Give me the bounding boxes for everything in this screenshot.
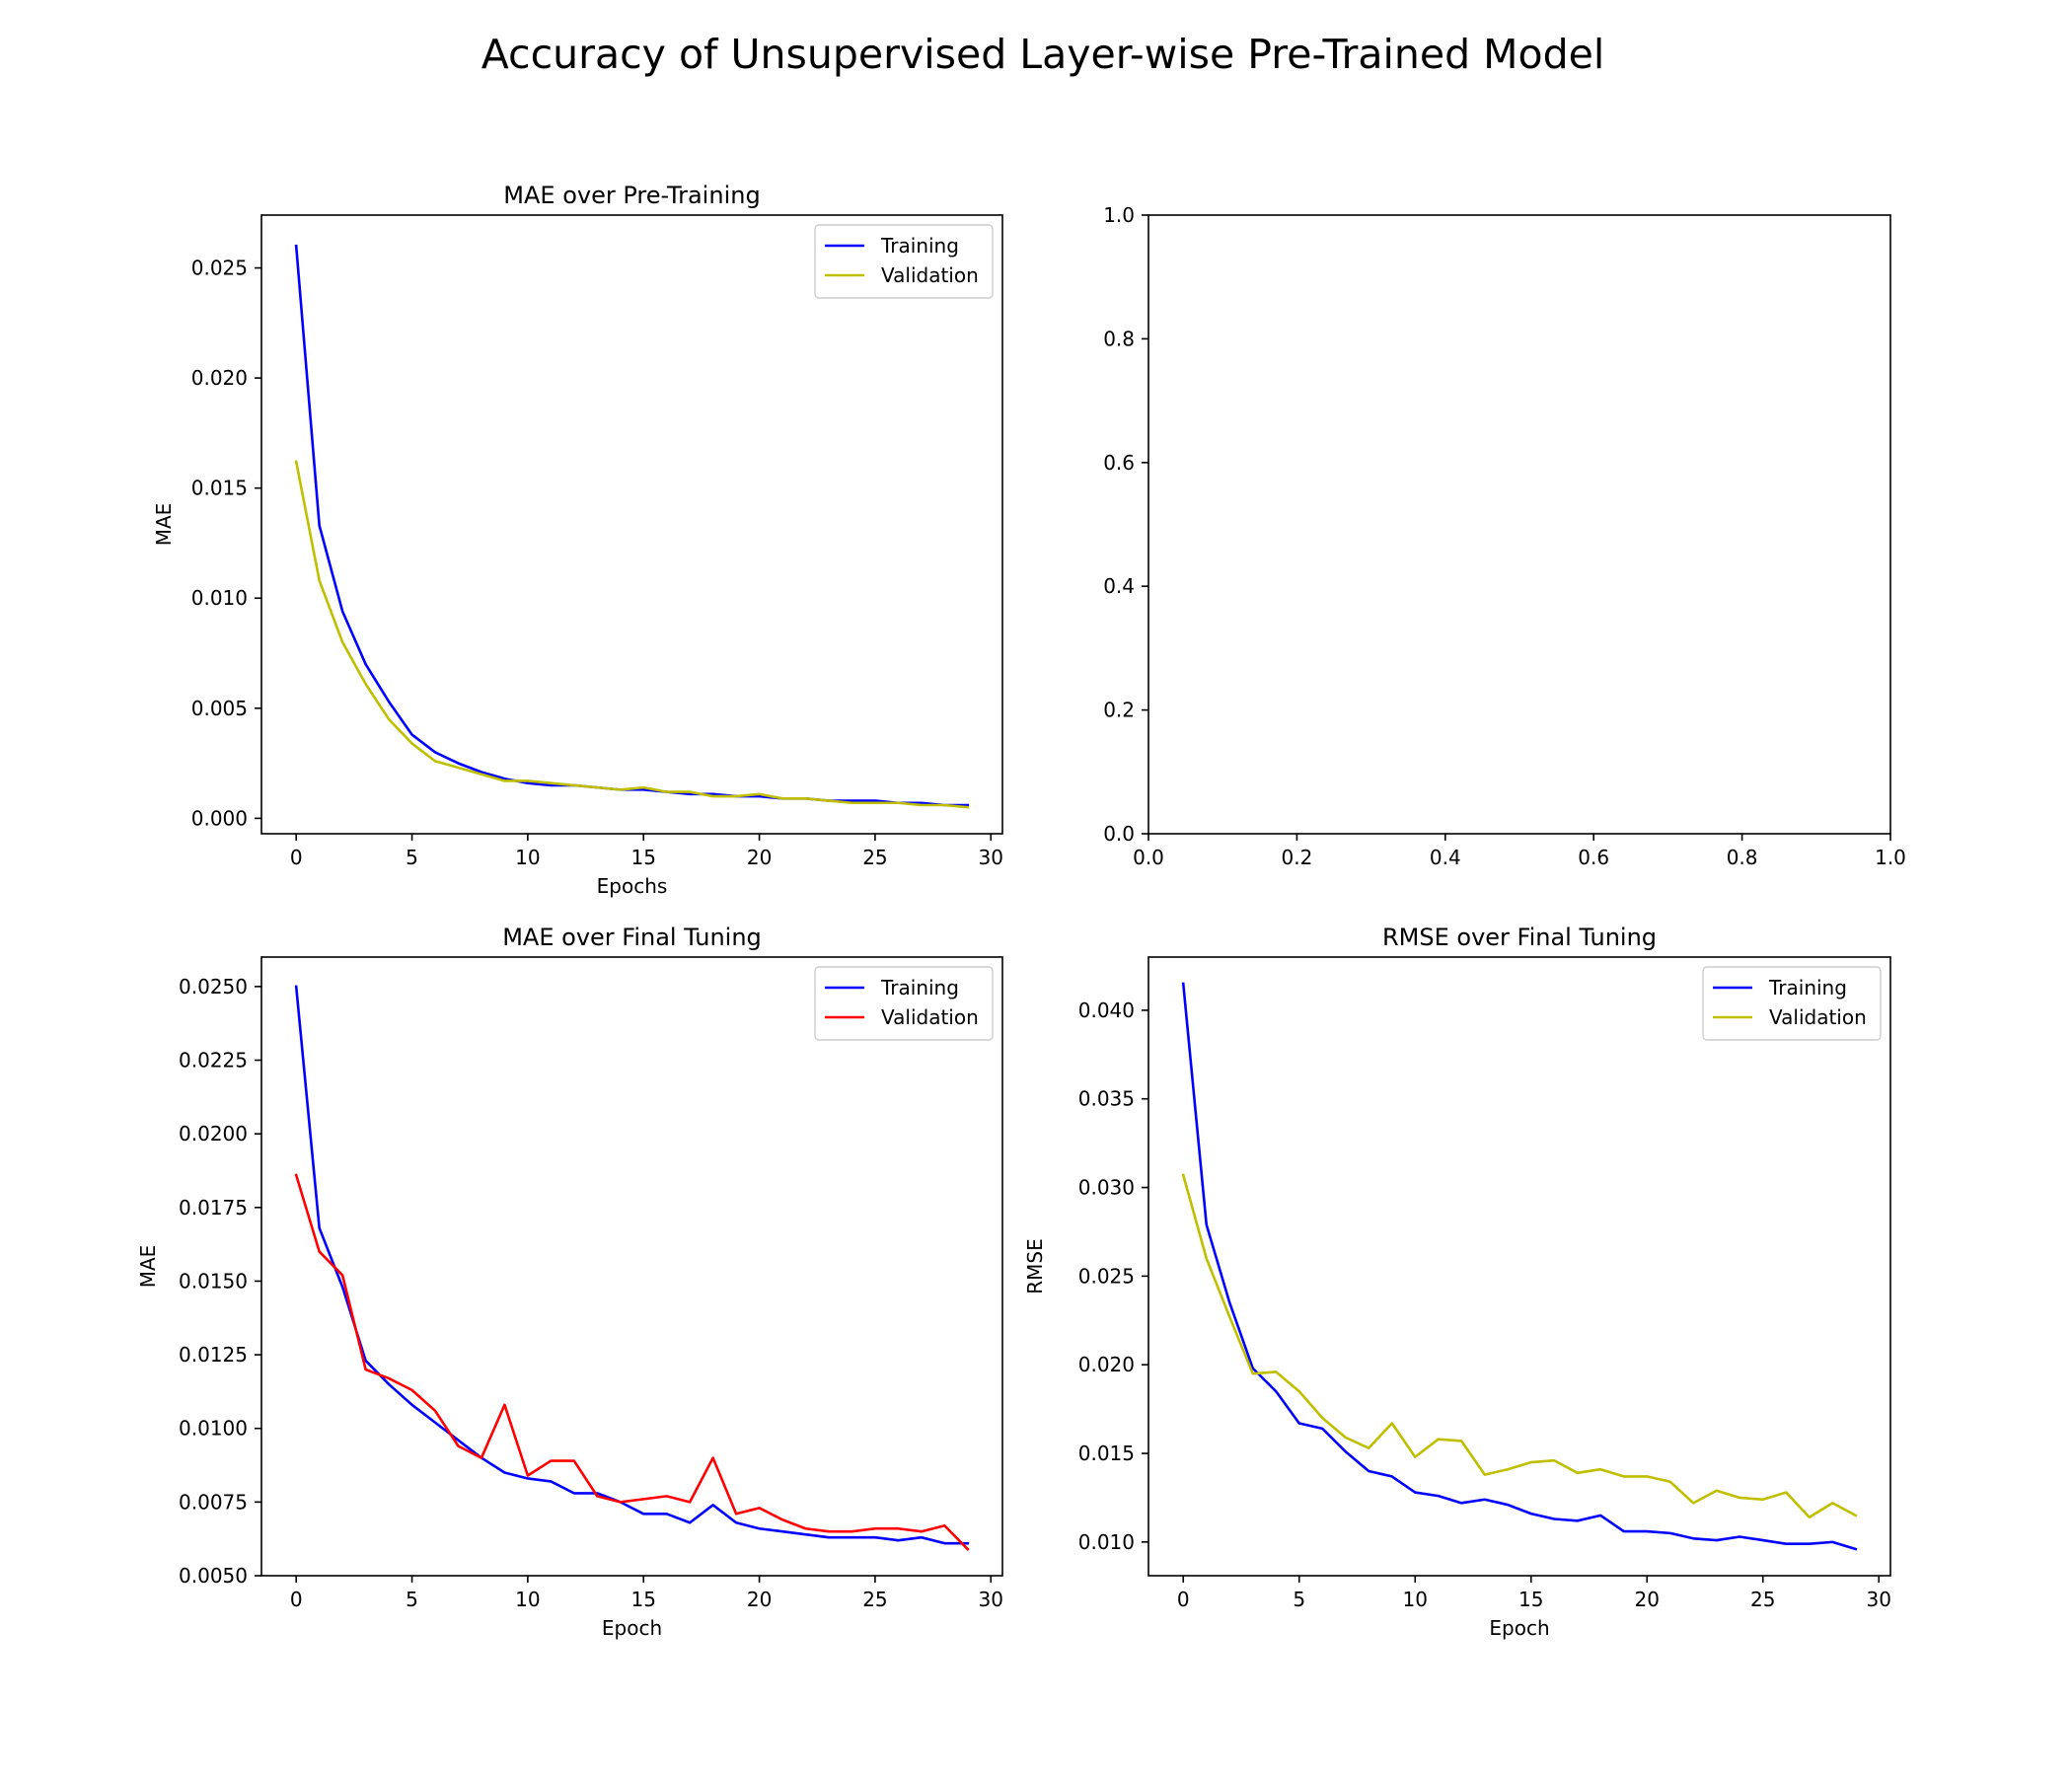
y-tick-label: 0.0050 — [179, 1564, 248, 1588]
figure-title: Accuracy of Unsupervised Layer-wise Pre-… — [481, 31, 1605, 78]
subplot-title: MAE over Pre-Training — [503, 182, 760, 209]
axes-frame — [260, 214, 1003, 835]
y-tick-label: 0.025 — [1078, 1264, 1135, 1288]
y-tick-label: 0.8 — [1103, 327, 1135, 350]
legend: Training Validation — [814, 224, 994, 299]
y-tick-label: 0.4 — [1103, 574, 1135, 598]
x-tick-label: 25 — [1750, 1588, 1775, 1611]
axes-frame — [1147, 956, 1891, 1577]
x-tick-label: 30 — [979, 846, 1003, 869]
y-tick-label: 0.010 — [191, 586, 248, 610]
legend-label: Training — [1768, 976, 1847, 999]
y-tick-label: 0.0100 — [179, 1417, 248, 1441]
x-tick-label: 0.4 — [1430, 846, 1461, 869]
x-tick-label: 15 — [1518, 1588, 1543, 1611]
y-tick-label: 0.0200 — [179, 1122, 248, 1146]
y-tick-label: 0.005 — [191, 697, 248, 720]
y-tick-label: 0.035 — [1078, 1087, 1135, 1111]
y-tick-label: 0.0225 — [179, 1049, 248, 1073]
subplot-1: 0 5 10 15 20 25 30 0.000 0.005 0.010 0.015 0.020 0.0… — [152, 182, 1003, 898]
y-tick-label: 0.030 — [1078, 1176, 1135, 1200]
y-tick-label: 0.0 — [1103, 822, 1135, 846]
y-tick-label: 0.015 — [1078, 1442, 1135, 1465]
legend-label: Training — [880, 234, 959, 258]
x-axis-label: Epoch — [1489, 1616, 1549, 1640]
x-tick-label: 15 — [631, 846, 656, 869]
legend-label: Validation — [881, 1005, 979, 1029]
y-tick-label: 0.020 — [191, 366, 248, 390]
y-tick-label: 0.020 — [1078, 1353, 1135, 1376]
legend-box — [814, 224, 994, 299]
x-tick-label: 0 — [290, 1588, 303, 1611]
x-tick-label: 5 — [406, 846, 418, 869]
y-tick-label: 0.0175 — [179, 1196, 248, 1220]
axes-frame — [1147, 214, 1891, 835]
legend: Training Validation — [814, 966, 994, 1041]
x-tick-label: 10 — [1403, 1588, 1428, 1611]
y-tick-label: 0.015 — [191, 477, 248, 500]
subplot-3: 0 5 10 15 20 25 30 0.0050 0.0075 0.0100 0.0125 0.01… — [136, 924, 1003, 1640]
y-tick-label: 0.0125 — [179, 1343, 248, 1367]
x-tick-label: 20 — [1635, 1588, 1660, 1611]
x-tick-label: 0.8 — [1727, 846, 1758, 869]
legend-label: Validation — [881, 263, 979, 287]
y-tick-label: 1.0 — [1103, 203, 1135, 227]
y-axis-label: MAE — [152, 503, 176, 547]
charts: 0 5 10 15 20 25 300.0000.0050.0100.0150.0200.0… — [136, 182, 1906, 1640]
x-tick-label: 15 — [631, 1588, 656, 1611]
axes-frame — [260, 956, 1003, 1577]
x-tick-label: 25 — [862, 1588, 887, 1611]
x-axis-label: Epochs — [597, 874, 668, 898]
legend-label: Validation — [1769, 1005, 1867, 1029]
y-tick-label: 0.000 — [191, 806, 248, 830]
y-tick-label: 0.0150 — [179, 1269, 248, 1293]
x-axis-label: Epoch — [602, 1616, 662, 1640]
series-lines — [1181, 982, 1858, 1551]
x-tick-label: 5 — [1293, 1588, 1305, 1611]
series-line-validation — [1181, 1173, 1858, 1519]
y-tick-label: 0.025 — [191, 257, 248, 280]
series-line-validation — [294, 460, 970, 809]
y-axis-label: MAE — [136, 1245, 160, 1289]
x-tick-label: 20 — [747, 846, 772, 869]
x-tick-label: 0 — [290, 846, 303, 869]
x-tick-label: 25 — [862, 846, 887, 869]
x-tick-label: 0.6 — [1578, 846, 1609, 869]
y-tick-label: 0.6 — [1103, 451, 1135, 475]
x-tick-label: 0.2 — [1281, 846, 1312, 869]
subplot-title: RMSE over Final Tuning — [1382, 924, 1657, 951]
x-tick-label: 5 — [406, 1588, 418, 1611]
subplot-title: MAE over Final Tuning — [502, 924, 762, 951]
x-tick-label: 20 — [747, 1588, 772, 1611]
series-line-training — [294, 985, 970, 1545]
x-tick-label: 1.0 — [1875, 846, 1906, 869]
series-lines — [294, 244, 970, 809]
legend: Training Validation — [1702, 966, 1882, 1041]
x-tick-label: 30 — [979, 1588, 1003, 1611]
series-lines — [294, 985, 970, 1551]
x-tick-label: 0.0 — [1133, 846, 1164, 869]
x-tick-label: 0 — [1177, 1588, 1190, 1611]
x-tick-label: 30 — [1867, 1588, 1891, 1611]
y-tick-label: 0.0250 — [179, 975, 248, 999]
y-axis-label: RMSE — [1023, 1238, 1047, 1294]
legend-box — [814, 966, 994, 1041]
y-tick-label: 0.0075 — [179, 1490, 248, 1514]
series-line-training — [1181, 982, 1858, 1551]
legend-box — [1702, 966, 1882, 1041]
y-tick-label: 0.040 — [1078, 999, 1135, 1022]
series-line-validation — [294, 1173, 970, 1551]
x-tick-label: 10 — [515, 846, 540, 869]
subplot-4: 0 5 10 15 20 25 30 0.010 0.015 0.020 0.025 0.030 0.0… — [1023, 924, 1891, 1640]
subplot-2: 0.0 0.2 0.4 0.6 0.8 1.0 0.0 0.2 0.4 0.6 0.8 1.0 — [1103, 203, 1906, 869]
y-tick-label: 0.010 — [1078, 1530, 1135, 1554]
y-tick-label: 0.2 — [1103, 699, 1135, 722]
x-tick-label: 10 — [515, 1588, 540, 1611]
legend-label: Training — [880, 976, 959, 999]
